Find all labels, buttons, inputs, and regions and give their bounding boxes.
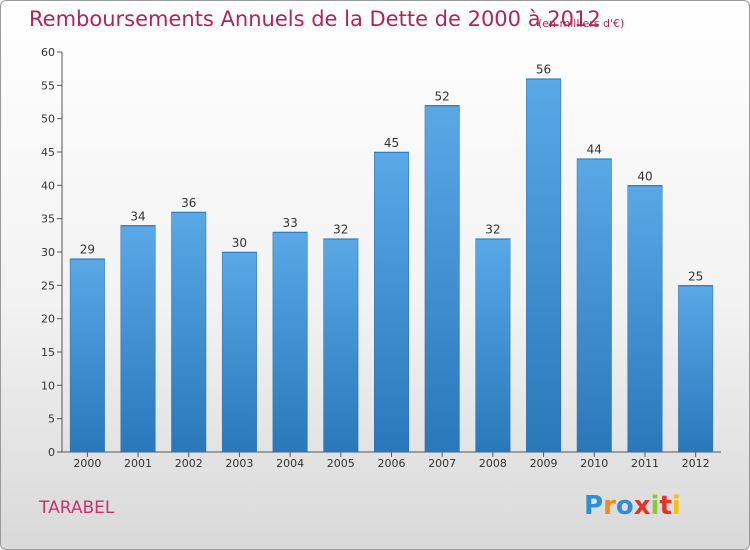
x-tick-label: 2003 [225, 457, 253, 470]
y-tick-label: 45 [41, 146, 55, 159]
proxiti-logo[interactable]: Proxiti [584, 491, 681, 521]
data-label: 34 [130, 209, 145, 223]
data-label: 32 [333, 223, 348, 237]
y-tick-label: 25 [41, 279, 55, 292]
logo-letter: i [650, 491, 660, 521]
data-label: 52 [435, 89, 450, 103]
data-label: 45 [384, 136, 399, 150]
bar [323, 238, 359, 453]
bar [69, 258, 105, 453]
logo-letter: o [615, 491, 634, 521]
bar [171, 211, 207, 453]
x-tick-label: 2000 [73, 457, 101, 470]
data-label: 40 [637, 169, 652, 183]
x-tick-label: 2005 [327, 457, 355, 470]
x-tick-label: 2011 [631, 457, 659, 470]
y-tick-label: 15 [41, 346, 55, 359]
x-tick-label: 2007 [428, 457, 456, 470]
data-label: 56 [536, 63, 551, 77]
bar [424, 105, 460, 453]
data-label: 25 [688, 269, 703, 283]
y-tick-label: 50 [41, 113, 55, 126]
y-tick-label: 5 [48, 413, 55, 426]
bar [678, 285, 714, 453]
chart-subtitle: (en milliers d'€) [538, 17, 625, 30]
chart-title: Remboursements Annuels de la Dette de 20… [29, 7, 601, 31]
y-tick-label: 60 [41, 46, 55, 59]
bar [475, 238, 511, 453]
logo-letter: r [603, 491, 616, 521]
logo-letter: t [659, 491, 672, 521]
y-tick-label: 35 [41, 213, 55, 226]
x-tick-label: 2004 [276, 457, 304, 470]
logo-letter: P [584, 491, 604, 521]
y-tick-label: 30 [41, 246, 55, 259]
y-tick-label: 0 [48, 446, 55, 459]
y-tick-label: 10 [41, 379, 55, 392]
data-label: 30 [232, 236, 247, 250]
x-tick-label: 2012 [682, 457, 710, 470]
x-tick-label: 2001 [124, 457, 152, 470]
logo-letter: x [633, 491, 651, 521]
y-tick-label: 40 [41, 179, 55, 192]
place-name: TARABEL [39, 498, 115, 518]
data-label: 33 [282, 216, 297, 230]
bar [576, 158, 612, 453]
bar [221, 251, 257, 453]
bar [526, 78, 562, 453]
data-label: 36 [181, 196, 196, 210]
x-tick-label: 2009 [530, 457, 558, 470]
bar [272, 231, 308, 453]
x-tick-label: 2008 [479, 457, 507, 470]
x-tick-label: 2010 [580, 457, 608, 470]
data-label: 44 [587, 143, 602, 157]
data-label: 29 [80, 243, 95, 257]
bar [627, 185, 663, 453]
y-tick-label: 55 [41, 79, 55, 92]
bar [120, 225, 156, 453]
bar [374, 151, 409, 453]
logo-letter: i [671, 491, 681, 521]
x-tick-label: 2002 [175, 457, 203, 470]
x-tick-label: 2006 [378, 457, 406, 470]
y-tick-label: 20 [41, 313, 55, 326]
data-label: 32 [485, 223, 500, 237]
